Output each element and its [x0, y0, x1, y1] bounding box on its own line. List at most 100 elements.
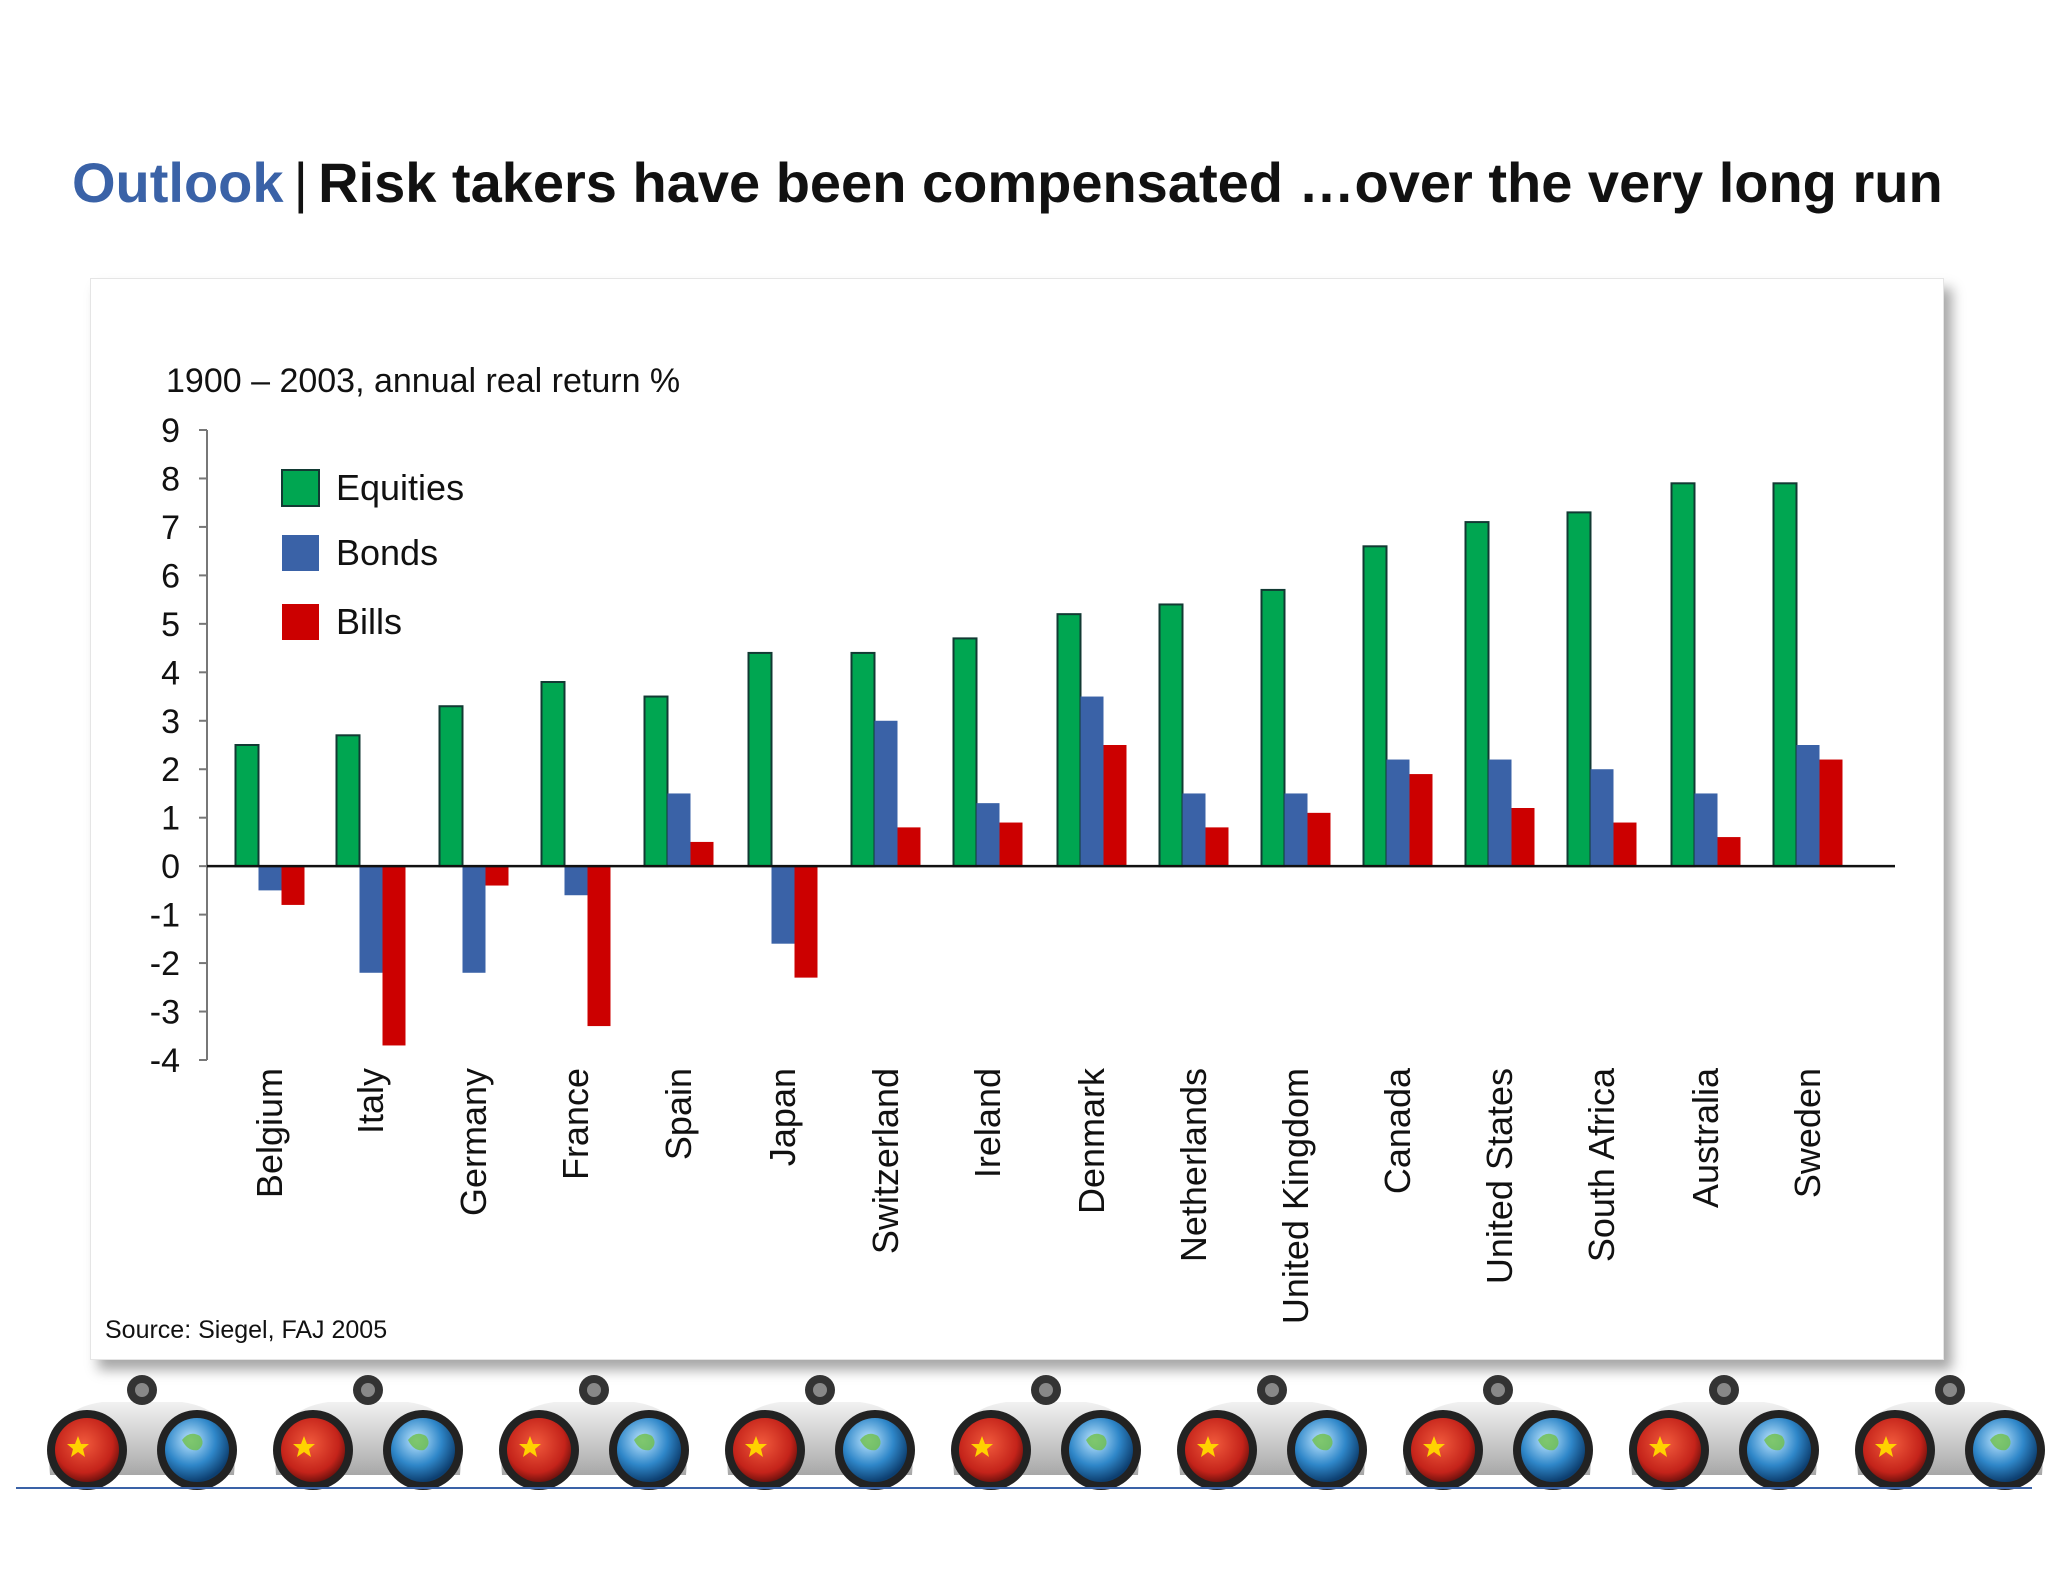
x-tick-label: Germany — [453, 1068, 494, 1216]
bills-bar — [1205, 827, 1229, 867]
category-group-sweden: Sweden — [1772, 482, 1843, 1198]
x-tick-label: Netherlands — [1173, 1068, 1214, 1262]
category-group-italy: Italy — [335, 734, 406, 1134]
bills-bar — [587, 866, 611, 1027]
binoculars-globe-flag-icon — [725, 1375, 915, 1490]
x-tick-label: Denmark — [1071, 1067, 1112, 1214]
y-tick-label: 0 — [161, 848, 180, 886]
title-text: Risk takers have been compensated …over … — [318, 151, 1943, 214]
binoculars-globe-flag-icon — [273, 1375, 463, 1490]
binoculars-globe-flag-icon — [47, 1375, 237, 1490]
equities-bar — [952, 637, 978, 868]
bills-bar — [1103, 745, 1127, 867]
y-tick-label: -3 — [150, 994, 180, 1032]
x-tick-label: South Africa — [1581, 1067, 1622, 1262]
category-group-spain: Spain — [643, 695, 714, 1160]
chart-panel — [90, 278, 1944, 1360]
bills-bar — [485, 866, 509, 886]
source-note: Source: Siegel, FAJ 2005 — [105, 1316, 388, 1344]
equities-bar — [1056, 613, 1082, 868]
bonds-bar — [667, 793, 691, 867]
equities-bar — [747, 651, 773, 868]
equities-bar — [438, 705, 464, 868]
bills-bar — [1613, 822, 1637, 867]
category-group-france: France — [540, 681, 611, 1180]
y-tick-label: 3 — [161, 703, 180, 741]
legend-item-bills: Bills — [282, 601, 402, 642]
y-tick-label: -4 — [150, 1042, 180, 1080]
section-label: Outlook — [72, 151, 284, 214]
x-tick-label: Japan — [762, 1068, 803, 1166]
y-tick-label: 2 — [161, 751, 180, 789]
x-tick-label: France — [555, 1068, 596, 1180]
binoculars-globe-flag-icon — [1629, 1375, 1819, 1490]
bonds-bar — [359, 866, 383, 973]
bonds-bar — [1796, 745, 1820, 867]
bills-bar — [897, 827, 921, 867]
equities-bar — [643, 695, 669, 868]
bonds-bar — [258, 866, 282, 891]
equities-bar — [1158, 603, 1184, 868]
category-group-japan: Japan — [747, 651, 818, 1166]
bar-chart: 1900 – 2003, annual real return % 9 8 7 6 5 4 3… — [150, 362, 1895, 1324]
x-tick-label: Spain — [658, 1068, 699, 1160]
bonds-bar — [462, 866, 486, 973]
bonds-bar — [874, 720, 898, 867]
legend-swatch — [281, 469, 320, 507]
binoculars-globe-flag-icon — [1177, 1375, 1367, 1490]
legend-swatch — [282, 604, 319, 640]
category-group-ireland: Ireland — [952, 637, 1023, 1178]
bills-bar — [794, 866, 818, 978]
equities-bar — [540, 681, 566, 868]
page-title: Outlook | Risk takers have been compensate… — [72, 150, 1943, 215]
equities-bar — [1260, 588, 1286, 868]
bonds-bar — [1284, 793, 1308, 867]
legend-label: Bills — [336, 601, 402, 642]
y-tick-label: 7 — [161, 509, 180, 547]
x-tick-label: United States — [1479, 1068, 1520, 1284]
legend-label: Bonds — [336, 532, 438, 573]
y-tick-label: 1 — [161, 800, 180, 838]
y-axis-title: 1900 – 2003, annual real return % — [166, 362, 680, 400]
bonds-bar — [771, 866, 795, 944]
bonds-bar — [1386, 759, 1410, 867]
x-tick-label: Australia — [1685, 1067, 1726, 1208]
binoculars-globe-flag-icon — [1855, 1375, 2045, 1490]
bills-bar — [281, 866, 305, 905]
equities-bar — [1566, 511, 1592, 868]
bonds-bar — [1590, 769, 1614, 867]
category-group-germany: Germany — [438, 705, 509, 1216]
bills-bar — [1409, 774, 1433, 867]
bills-bar — [1307, 812, 1331, 867]
bills-bar — [1717, 837, 1741, 867]
legend-swatch — [282, 535, 319, 571]
legend-label: Equities — [336, 467, 464, 508]
binoculars-globe-flag-icon — [951, 1375, 1141, 1490]
equities-bar — [850, 651, 876, 868]
equities-bar — [1464, 521, 1490, 868]
binoculars-globe-flag-icon — [1403, 1375, 1593, 1490]
x-tick-label: Switzerland — [865, 1068, 906, 1254]
equities-bar — [234, 744, 260, 868]
y-tick-label: -2 — [150, 945, 180, 983]
bills-bar — [999, 822, 1023, 867]
category-group-united-states: United States — [1464, 521, 1535, 1284]
binoculars-strip — [47, 1375, 2045, 1490]
category-group-australia: Australia — [1670, 482, 1741, 1208]
y-tick-label: 5 — [161, 606, 180, 644]
bonds-bar — [1080, 696, 1104, 867]
category-group-united-kingdom: United Kingdom — [1260, 588, 1331, 1324]
x-tick-label: Sweden — [1787, 1068, 1828, 1198]
equities-bar — [1670, 482, 1696, 868]
equities-bar — [1362, 545, 1388, 868]
bonds-bar — [1182, 793, 1206, 867]
category-group-netherlands: Netherlands — [1158, 603, 1229, 1262]
category-group-south-africa: South Africa — [1566, 511, 1637, 1262]
bonds-bar — [1488, 759, 1512, 867]
equities-bar — [335, 734, 361, 868]
x-tick-label: Belgium — [249, 1068, 290, 1198]
footer-rule — [16, 1487, 2032, 1489]
legend-item-equities: Equities — [281, 467, 464, 508]
bills-bar — [382, 866, 406, 1046]
category-group-belgium: Belgium — [234, 744, 305, 1198]
